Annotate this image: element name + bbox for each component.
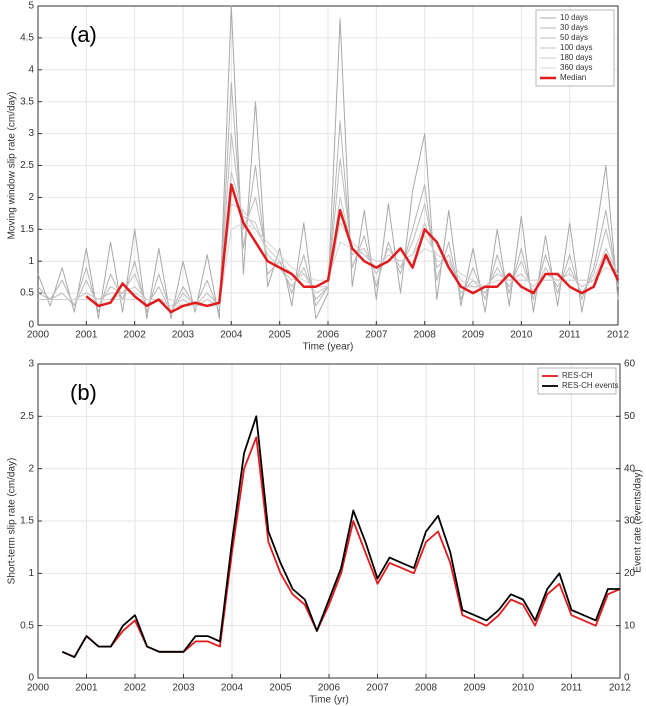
y-axis-label: Moving window slip rate (cm/day) xyxy=(7,92,18,240)
legend-label: 30 days xyxy=(560,23,588,32)
y2-tick-label: 60 xyxy=(624,359,636,370)
x-axis-label: Time (yr) xyxy=(309,695,349,706)
x-tick-label: 2011 xyxy=(559,330,581,341)
x-tick-label: 2010 xyxy=(510,330,533,341)
y-axis-label: Short-term slip rate (cm/day) xyxy=(7,458,18,585)
legend-label: RES-CH events xyxy=(562,381,618,390)
panel-label: (b) xyxy=(70,380,97,405)
y-tick-label: 4.5 xyxy=(20,33,34,44)
y-tick-label: 0.5 xyxy=(20,288,34,299)
y-tick-label: 2.5 xyxy=(20,411,34,422)
series-line xyxy=(37,5,619,320)
series-line xyxy=(62,222,619,307)
plot-frame xyxy=(37,363,621,679)
x-tick-label: 2009 xyxy=(462,330,485,341)
y2-tick-label: 10 xyxy=(624,620,636,631)
y-tick-label: 1 xyxy=(28,568,34,579)
x-tick-label: 2001 xyxy=(75,683,98,694)
series-line xyxy=(61,436,621,658)
y-tick-label: 0 xyxy=(28,320,34,331)
x-tick-label: 2003 xyxy=(172,330,195,341)
series-line xyxy=(85,183,620,314)
x-tick-label: 2004 xyxy=(220,330,243,341)
y-tick-label: 2.5 xyxy=(20,160,34,171)
panel: 2000 2001 2002 2003 2004 2005 2006 2007 2008 2009… xyxy=(7,1,630,353)
y-tick-label: 0.5 xyxy=(20,620,34,631)
x-tick-label: 2012 xyxy=(607,330,630,341)
y2-tick-label: 40 xyxy=(624,463,636,474)
y2-tick-label: 20 xyxy=(624,568,636,579)
x-tick-label: 2011 xyxy=(561,683,583,694)
y2-tick-label: 0 xyxy=(624,673,630,684)
legend-box xyxy=(537,367,617,395)
legend-label: Median xyxy=(560,73,586,82)
x-tick-label: 2000 xyxy=(27,683,50,694)
y-tick-label: 2 xyxy=(28,463,34,474)
panel-label: (a) xyxy=(70,22,97,47)
x-tick-label: 2004 xyxy=(221,683,244,694)
x-tick-label: 2007 xyxy=(365,330,388,341)
x-tick-label: 2005 xyxy=(269,330,292,341)
y-tick-label: 3 xyxy=(28,128,34,139)
y-tick-label: 1.5 xyxy=(20,516,34,527)
legend-label: RES-CH xyxy=(562,371,593,380)
y2-tick-label: 30 xyxy=(624,516,636,527)
series-line xyxy=(61,415,620,658)
legend-label: 180 days xyxy=(560,53,592,62)
x-tick-label: 2007 xyxy=(366,683,389,694)
x-tick-label: 2008 xyxy=(415,683,438,694)
legend-label: 10 days xyxy=(560,13,588,22)
x-tick-label: 2012 xyxy=(609,683,632,694)
y-tick-label: 1.5 xyxy=(20,224,34,235)
legend-label: 100 days xyxy=(560,43,592,52)
y-tick-label: 1 xyxy=(28,256,34,267)
y-tick-label: 0 xyxy=(28,673,34,684)
x-axis-label: Time (year) xyxy=(303,342,354,353)
x-tick-label: 2002 xyxy=(124,330,147,341)
x-tick-label: 2009 xyxy=(463,683,486,694)
x-tick-label: 2006 xyxy=(317,330,340,341)
x-tick-label: 2003 xyxy=(172,683,195,694)
x-tick-label: 2002 xyxy=(124,683,147,694)
x-tick-label: 2001 xyxy=(75,330,98,341)
y-tick-label: 3 xyxy=(28,359,34,370)
x-tick-label: 2008 xyxy=(414,330,437,341)
legend-label: 50 days xyxy=(560,33,588,42)
y2-tick-label: 50 xyxy=(624,411,636,422)
x-tick-label: 2010 xyxy=(512,683,535,694)
y-tick-label: 3.5 xyxy=(20,96,34,107)
legend-label: 360 days xyxy=(560,63,592,72)
panel: 2000 2001 2002 2003 2004 2005 2006 2007 2008 2009… xyxy=(7,359,644,706)
x-tick-label: 2000 xyxy=(27,330,50,341)
y-tick-label: 5 xyxy=(28,1,34,12)
y-tick-label: 2 xyxy=(28,192,34,203)
plot-frame xyxy=(37,5,619,326)
x-tick-label: 2005 xyxy=(269,683,292,694)
x-tick-label: 2006 xyxy=(318,683,341,694)
y2-axis-label: Event rate (events/day) xyxy=(633,469,644,572)
y-tick-label: 4 xyxy=(28,64,34,75)
